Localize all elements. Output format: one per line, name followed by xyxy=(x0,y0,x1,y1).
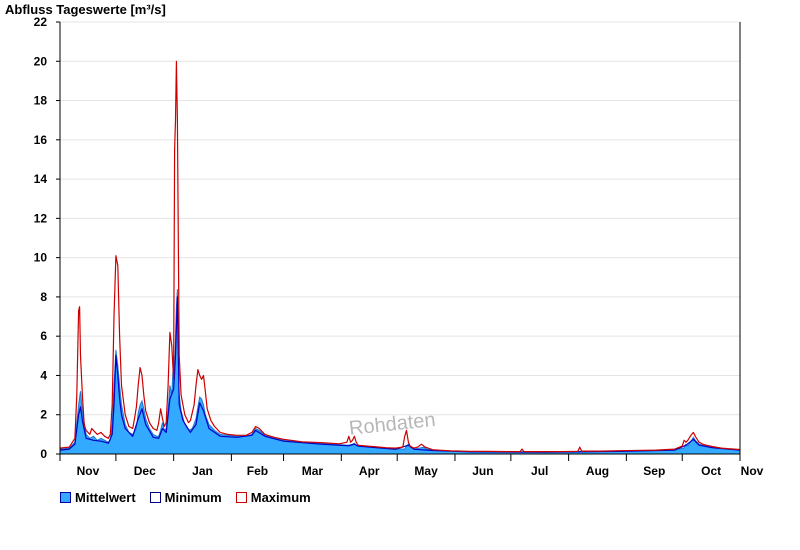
legend-item-minimum: Minimum xyxy=(149,490,222,505)
legend-label-maximum: Maximum xyxy=(250,490,311,505)
x-tick-label: Dec xyxy=(134,464,156,478)
y-tick-label: 6 xyxy=(40,329,47,343)
y-axis-ticks: 0 2 4 6 8 10 12 14 16 18 20 22 xyxy=(34,15,60,461)
legend-swatch-minimum xyxy=(149,492,161,503)
y-tick-label: 0 xyxy=(40,447,47,461)
series-maximum-line xyxy=(59,60,741,453)
chart-title: Abfluss Tageswerte [m³/s] xyxy=(5,2,166,17)
y-tick-label: 4 xyxy=(40,368,47,382)
x-axis-ticks: Nov Dec Jan Feb Mar Apr May Jun Jul Aug Sep Oct Nov xyxy=(59,454,764,478)
y-tick-label: 2 xyxy=(40,408,47,422)
x-tick-label: Nov xyxy=(77,464,100,478)
legend-item-maximum: Maximum xyxy=(235,490,311,505)
y-tick-label: 14 xyxy=(34,172,48,186)
legend-item-mittelwert: Mittelwert xyxy=(60,490,136,505)
y-tick-label: 22 xyxy=(34,15,48,29)
y-tick-label: 8 xyxy=(40,290,47,304)
y-tick-label: 16 xyxy=(34,133,48,147)
legend-label-mittelwert: Mittelwert xyxy=(75,490,136,505)
chart-gridlines xyxy=(60,21,740,416)
x-tick-label: Jun xyxy=(472,464,493,478)
x-tick-label: Sep xyxy=(643,464,665,478)
y-tick-label: 20 xyxy=(34,54,48,68)
x-tick-label: Jan xyxy=(192,464,213,478)
x-tick-label: Jul xyxy=(531,464,548,478)
x-tick-label: Mar xyxy=(302,464,324,478)
series-mittelwert-area xyxy=(60,289,740,454)
x-tick-label: Aug xyxy=(586,464,609,478)
chart-series xyxy=(59,60,741,454)
x-tick-label: Feb xyxy=(247,464,268,478)
chart-legend: Mittelwert Minimum Maximum xyxy=(60,490,311,505)
x-tick-label: Oct xyxy=(701,464,721,478)
legend-label-minimum: Minimum xyxy=(164,490,222,505)
y-tick-label: 10 xyxy=(34,251,48,265)
x-tick-label: Nov xyxy=(741,464,764,478)
x-tick-label: May xyxy=(414,464,438,478)
legend-swatch-mittelwert xyxy=(60,492,71,503)
chart-svg: 0 2 4 6 8 10 12 14 16 18 20 22 Nov Dec Jan Feb Mar Apr Ma… xyxy=(34,15,764,478)
y-tick-label: 18 xyxy=(34,94,48,108)
y-tick-label: 12 xyxy=(34,211,48,225)
legend-swatch-maximum xyxy=(235,492,247,503)
x-tick-label: Apr xyxy=(359,464,380,478)
chart-axes xyxy=(59,22,741,455)
series-minimum-line xyxy=(59,296,741,453)
